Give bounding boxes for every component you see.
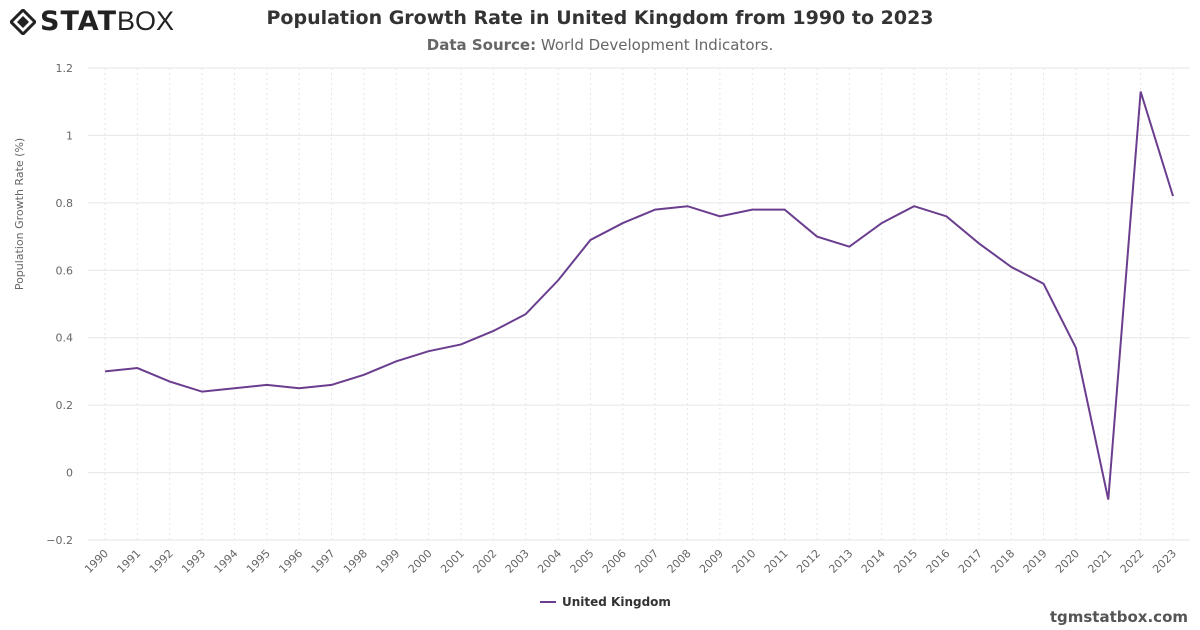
x-tick-label: 1996: [276, 547, 305, 576]
data-point: [1139, 90, 1143, 94]
data-point: [1171, 194, 1175, 198]
x-tick-label: 1990: [82, 547, 111, 576]
data-point: [103, 369, 107, 373]
x-tick-label: 2009: [697, 547, 726, 576]
x-tick-label: 2007: [632, 547, 661, 576]
x-tick-label: 2006: [600, 547, 629, 576]
statbox-logo: STAT BOX: [10, 6, 174, 37]
x-tick-label: 2010: [729, 547, 758, 576]
data-point: [750, 208, 754, 212]
x-tick-label: 2001: [438, 547, 467, 576]
data-point: [394, 359, 398, 363]
x-tick-label: 2008: [665, 547, 694, 576]
x-tick-label: 2014: [859, 547, 888, 576]
data-point: [297, 386, 301, 390]
x-tick-label: 2005: [568, 547, 597, 576]
legend-swatch: [540, 601, 556, 603]
x-tick-label: 1999: [373, 547, 402, 576]
x-tick-label: 2015: [891, 547, 920, 576]
x-tick-label: 1991: [114, 547, 143, 576]
data-point: [847, 245, 851, 249]
x-tick-label: 2021: [1085, 547, 1114, 576]
data-point: [686, 204, 690, 208]
y-tick-label: 0.8: [56, 197, 74, 210]
legend-label: United Kingdom: [562, 595, 671, 609]
y-tick-label: 0: [66, 467, 73, 480]
x-tick-label: 1993: [179, 547, 208, 576]
data-point: [168, 380, 172, 384]
y-axis-label: Population Growth Rate (%): [13, 138, 26, 290]
y-tick-label: 0.4: [56, 332, 74, 345]
x-tick-label: 2012: [794, 547, 823, 576]
legend-item-united-kingdom[interactable]: United Kingdom: [540, 595, 671, 609]
data-point: [1042, 282, 1046, 286]
data-point: [491, 329, 495, 333]
data-point: [459, 342, 463, 346]
data-point: [265, 383, 269, 387]
source-value: World Development Indicators.: [540, 36, 774, 54]
x-tick-label: 1998: [341, 547, 370, 576]
data-point: [1106, 498, 1110, 502]
data-point: [815, 235, 819, 239]
y-tick-label: 1.2: [56, 62, 74, 75]
x-tick-label: 2003: [503, 547, 532, 576]
y-tick-label: 1: [66, 129, 73, 142]
x-tick-label: 2016: [924, 547, 953, 576]
x-tick-label: 2019: [1021, 547, 1050, 576]
data-point: [200, 390, 204, 394]
data-point: [588, 238, 592, 242]
y-tick-label: 0.2: [56, 399, 74, 412]
chart-subtitle: Data Source: World Development Indicator…: [0, 36, 1200, 54]
y-tick-label: 0.6: [56, 264, 74, 277]
y-tick-label: −0.2: [46, 534, 73, 547]
x-tick-label: 2002: [470, 547, 499, 576]
logo-text-light: BOX: [116, 6, 175, 36]
x-tick-label: 2011: [762, 547, 791, 576]
x-tick-label: 2004: [535, 547, 564, 576]
x-tick-label: 2020: [1053, 547, 1082, 576]
x-tick-label: 2023: [1150, 547, 1179, 576]
data-point: [1009, 265, 1013, 269]
data-point: [330, 383, 334, 387]
data-point: [427, 349, 431, 353]
data-point: [880, 221, 884, 225]
data-point: [1074, 346, 1078, 350]
data-point: [944, 214, 948, 218]
diamond-logo-icon: [10, 8, 36, 35]
data-point: [718, 214, 722, 218]
data-point: [621, 221, 625, 225]
data-point: [232, 386, 236, 390]
data-point: [783, 208, 787, 212]
data-point: [912, 204, 916, 208]
data-point: [977, 241, 981, 245]
x-tick-label: 2000: [406, 547, 435, 576]
x-tick-label: 1992: [147, 547, 176, 576]
x-tick-label: 2018: [988, 547, 1017, 576]
x-tick-label: 1994: [212, 547, 241, 576]
x-tick-label: 2017: [956, 547, 985, 576]
data-point: [653, 208, 657, 212]
credit-text: tgmstatbox.com: [1049, 608, 1188, 626]
x-tick-label: 1995: [244, 547, 273, 576]
series-line-united-kingdom: [104, 91, 1174, 500]
x-tick-label: 1997: [309, 547, 338, 576]
data-point: [135, 366, 139, 370]
data-point: [556, 278, 560, 282]
logo-text-bold: STAT: [40, 6, 117, 37]
chart-title: Population Growth Rate in United Kingdom…: [266, 7, 934, 29]
source-label: Data Source:: [426, 36, 537, 54]
data-point: [524, 312, 528, 316]
x-tick-label: 2022: [1118, 547, 1147, 576]
data-point: [362, 373, 366, 377]
x-tick-label: 2013: [826, 547, 855, 576]
